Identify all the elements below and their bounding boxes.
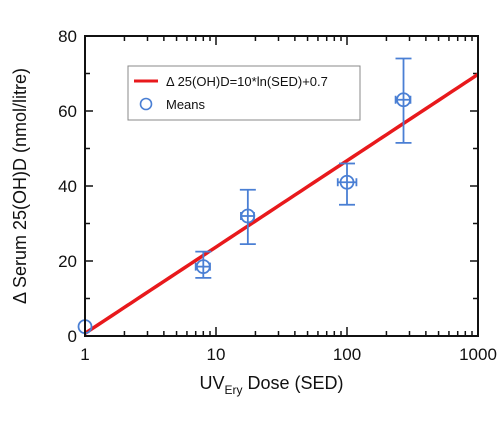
legend-label-means: Means (166, 97, 206, 112)
mean-marker (195, 259, 211, 275)
x-axis-title-subscript: Ery (224, 383, 242, 397)
data-point (194, 250, 212, 279)
y-tick-label: 20 (58, 252, 77, 271)
x-axis-title-main: UV (199, 373, 224, 393)
data-point (239, 188, 256, 246)
x-tick-label: 10 (207, 345, 226, 364)
x-axis-title-rest: Dose (SED) (242, 373, 343, 393)
legend: Δ 25(OH)D=10*ln(SED)+0.7 Means (127, 65, 361, 121)
fit-line (84, 72, 479, 335)
y-tick-label: 60 (58, 102, 77, 121)
plot-series (77, 57, 479, 335)
legend-marker-swatch (139, 97, 153, 111)
tick-labels: 0 20 40 60 80 1 10 100 1000 (58, 27, 497, 364)
x-tick-label: 1000 (459, 345, 497, 364)
mean-marker (240, 208, 256, 224)
x-tick-label: 1 (80, 345, 89, 364)
y-tick-label: 40 (58, 177, 77, 196)
plot-frame (84, 35, 479, 337)
y-tick-label: 80 (58, 27, 77, 46)
y-tick-label: 0 (68, 327, 77, 346)
mean-marker (396, 92, 411, 108)
mean-marker (339, 174, 355, 190)
legend-label-fit: Δ 25(OH)D=10*ln(SED)+0.7 (166, 74, 328, 89)
y-axis-title: Δ Serum 25(OH)D (nmol/litre) (10, 68, 30, 304)
legend-box (127, 65, 361, 121)
data-point (394, 57, 412, 144)
x-tick-label: 100 (333, 345, 361, 364)
x-axis-title: UVEry Dose (SED) (199, 373, 343, 397)
data-point (336, 162, 358, 206)
